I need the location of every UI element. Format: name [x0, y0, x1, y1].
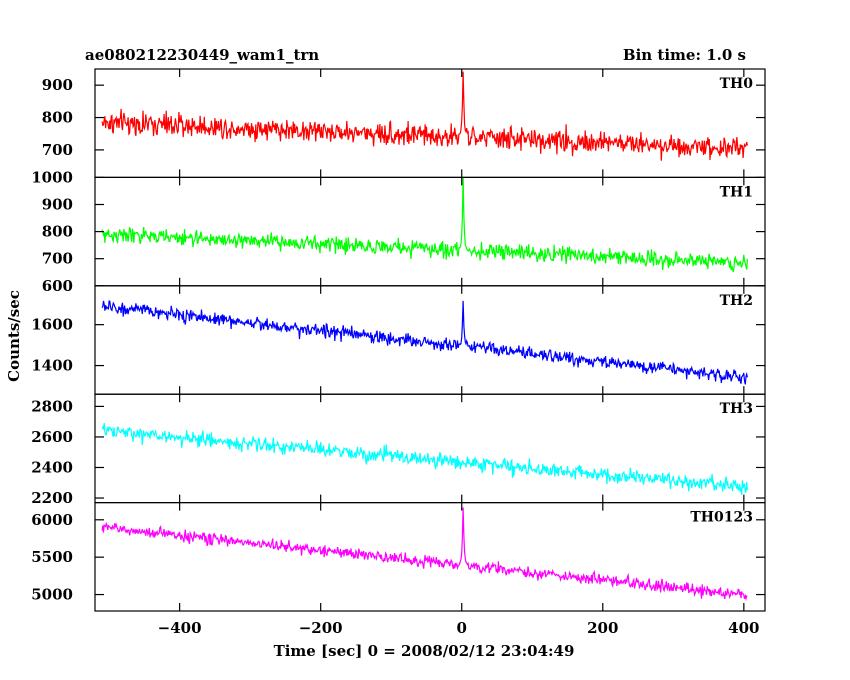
panel-th0: 700 800 900 TH0 — [42, 68, 766, 179]
x-tick-label: 0 — [457, 619, 467, 637]
panel-label-th0123: TH0123 — [690, 510, 753, 526]
x-axis-title: Time [sec] 0 = 2008/02/12 23:04:49 — [274, 642, 575, 660]
panel-th0123: 5000 5500 6000 TH0123 — [31, 502, 766, 612]
chart-title: ae080212230449_wam1_trn — [85, 46, 319, 64]
y-axis-title: Counts/sec — [5, 290, 23, 382]
panel-frame — [94, 68, 766, 179]
y-tick-label: 1000 — [31, 168, 73, 186]
x-tick-label: 200 — [587, 619, 618, 637]
y-tick-label: 2400 — [31, 458, 73, 476]
y-tick-label: 1400 — [31, 357, 73, 375]
bin-time-label: Bin time: 1.0 s — [623, 46, 746, 64]
y-tick-label: 5500 — [31, 548, 73, 566]
panel-label-th2: TH2 — [720, 293, 753, 309]
panel-frame — [94, 393, 766, 504]
y-tick-label: 6000 — [31, 511, 73, 529]
panel-label-th3: TH3 — [720, 401, 753, 417]
y-tick-label: 700 — [42, 141, 73, 159]
panels-group: 700 800 900 TH0 600 700 800 900 1000 TH1 1400 1600 T… — [31, 68, 766, 612]
panel-th2: 1400 1600 TH2 — [31, 285, 766, 395]
series-line-th1 — [101, 177, 748, 273]
x-tick-label: 400 — [728, 619, 759, 637]
panel-frame — [94, 176, 766, 287]
series-line-th3 — [101, 423, 748, 495]
series-line-th2 — [101, 300, 748, 385]
y-tick-label: 800 — [42, 109, 73, 127]
y-tick-label: 2600 — [31, 428, 73, 446]
x-tick-label: −400 — [158, 619, 202, 637]
y-tick-label: 2200 — [31, 489, 73, 507]
panel-frame — [94, 285, 766, 395]
y-tick-label: 2800 — [31, 397, 73, 415]
y-tick-label: 5000 — [31, 586, 73, 604]
panel-label-th0: TH0 — [720, 76, 754, 92]
y-tick-label: 1600 — [31, 316, 73, 334]
y-tick-label: 700 — [42, 250, 73, 268]
x-tick-label: −200 — [299, 619, 343, 637]
panel-th3: 2200 2400 2600 2800 TH3 — [31, 393, 766, 507]
y-tick-label: 900 — [42, 196, 73, 214]
y-tick-label: 600 — [42, 277, 73, 295]
panel-label-th1: TH1 — [720, 184, 753, 200]
series-line-th0123 — [101, 507, 748, 601]
y-tick-label: 900 — [42, 76, 73, 94]
panel-th1: 600 700 800 900 1000 TH1 — [31, 168, 766, 295]
x-axis: −400 −200 0 200 400 — [158, 619, 760, 637]
y-tick-label: 800 — [42, 223, 73, 241]
series-line-th0 — [101, 71, 748, 161]
